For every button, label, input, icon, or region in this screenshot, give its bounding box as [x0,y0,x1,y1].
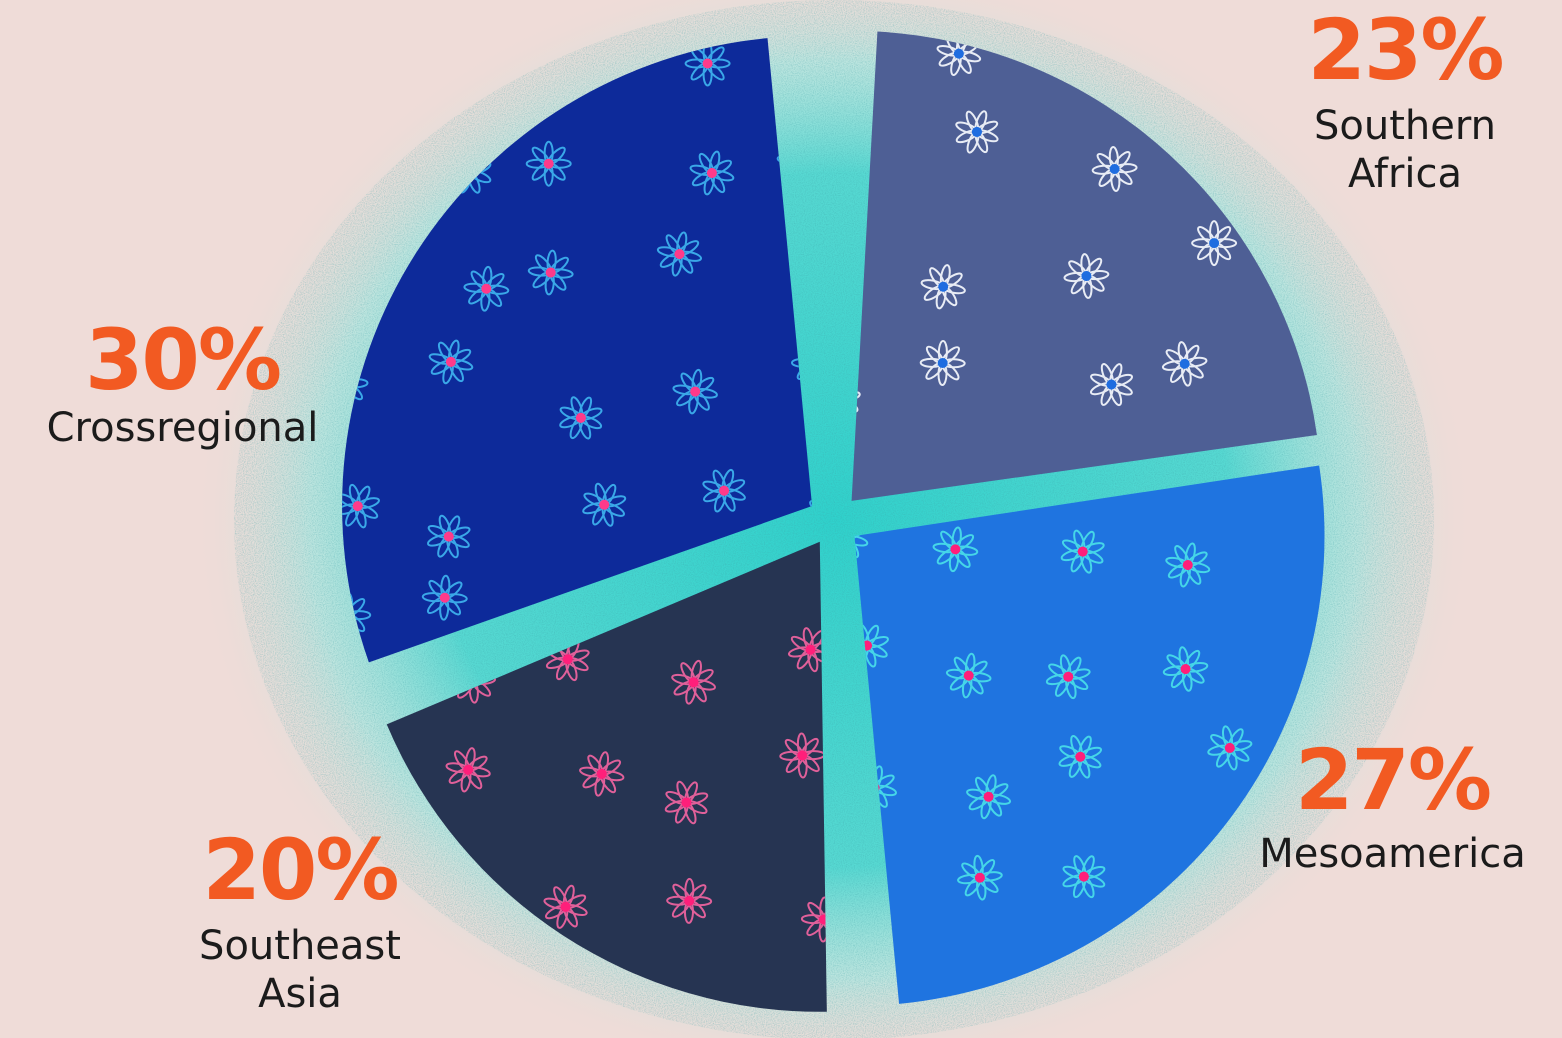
flower-icon [920,264,966,310]
flower-icon [342,483,380,529]
flower-icon [671,659,716,705]
label-southern-africa: 23% Southern Africa [1290,8,1520,198]
region-label: Southern Africa [1314,103,1496,197]
flower-icon [376,27,434,85]
flower-icon [1191,220,1238,267]
flower-icon [1165,542,1211,588]
flower-icon [932,526,979,573]
region-label: Southeast Asia [199,923,401,1017]
flower-icon [543,884,588,929]
region-label: Crossregional [46,405,319,451]
flower-icon [445,747,491,793]
flower-icon [559,396,603,440]
flower-icon [1207,725,1253,771]
percent-label: 20% [202,821,399,919]
flower-icon [342,38,370,68]
flower-icon [1162,646,1209,692]
flower-icon [527,249,574,296]
flower-icon [664,780,709,825]
label-crossregional: 30% Crossregional [25,318,340,452]
flower-icon [428,339,474,385]
flower-icon [337,61,386,110]
flower-icon [1089,363,1133,407]
flower-icon [421,574,468,621]
flower-icon [656,231,703,277]
slice-shape [854,465,1325,1004]
flower-icon [463,265,510,312]
percent-label: 30% [84,311,282,409]
flower-icon [467,0,523,40]
flower-icon [689,150,735,196]
flower-icon [945,652,992,699]
flower-icon [1058,735,1103,779]
label-mesoamerica: 27% Mesoamerica [1240,738,1545,878]
flower-icon [957,854,1003,901]
flower-icon [1063,253,1110,299]
flower-icon [955,110,999,154]
flower-icon [1161,341,1208,387]
flower-icon [1045,654,1091,700]
flower-icon [702,468,746,513]
flower-icon [779,732,826,779]
flower-icon [1091,146,1138,192]
percent-label: 27% [1294,731,1492,829]
flower-icon [426,514,471,559]
label-southeast-asia: 20% Southeast Asia [185,828,415,1018]
flower-icon [311,56,373,118]
flower-icon [672,368,718,415]
flower-icon [582,482,627,527]
region-label: Mesoamerica [1259,831,1526,877]
flower-icon [666,877,713,924]
flower-icon [1204,31,1251,65]
flower-icon [579,751,625,797]
flower-icon [1062,855,1106,899]
flower-icon [851,379,861,413]
flower-icon [525,140,572,187]
flower-icon [1060,529,1105,574]
slice-shape [342,38,813,663]
percent-label: 23% [1307,1,1504,99]
flower-icon [966,774,1012,820]
flower-icon [919,340,966,387]
flower-icon [684,40,731,87]
